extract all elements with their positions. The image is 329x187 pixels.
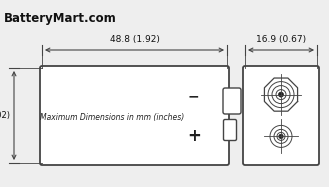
Text: BatteryMart.com: BatteryMart.com: [4, 12, 117, 25]
Text: −: −: [188, 90, 199, 103]
Text: 26.0 (1.02): 26.0 (1.02): [0, 111, 10, 120]
FancyBboxPatch shape: [223, 88, 241, 114]
Text: Maximum Dimensions in mm (inches): Maximum Dimensions in mm (inches): [40, 113, 185, 122]
FancyBboxPatch shape: [40, 66, 229, 165]
Circle shape: [279, 134, 283, 139]
Text: 48.8 (1.92): 48.8 (1.92): [110, 35, 160, 44]
Text: +: +: [187, 127, 201, 145]
Circle shape: [279, 92, 284, 97]
FancyBboxPatch shape: [223, 119, 237, 140]
Text: 16.9 (0.67): 16.9 (0.67): [256, 35, 306, 44]
FancyBboxPatch shape: [243, 66, 319, 165]
